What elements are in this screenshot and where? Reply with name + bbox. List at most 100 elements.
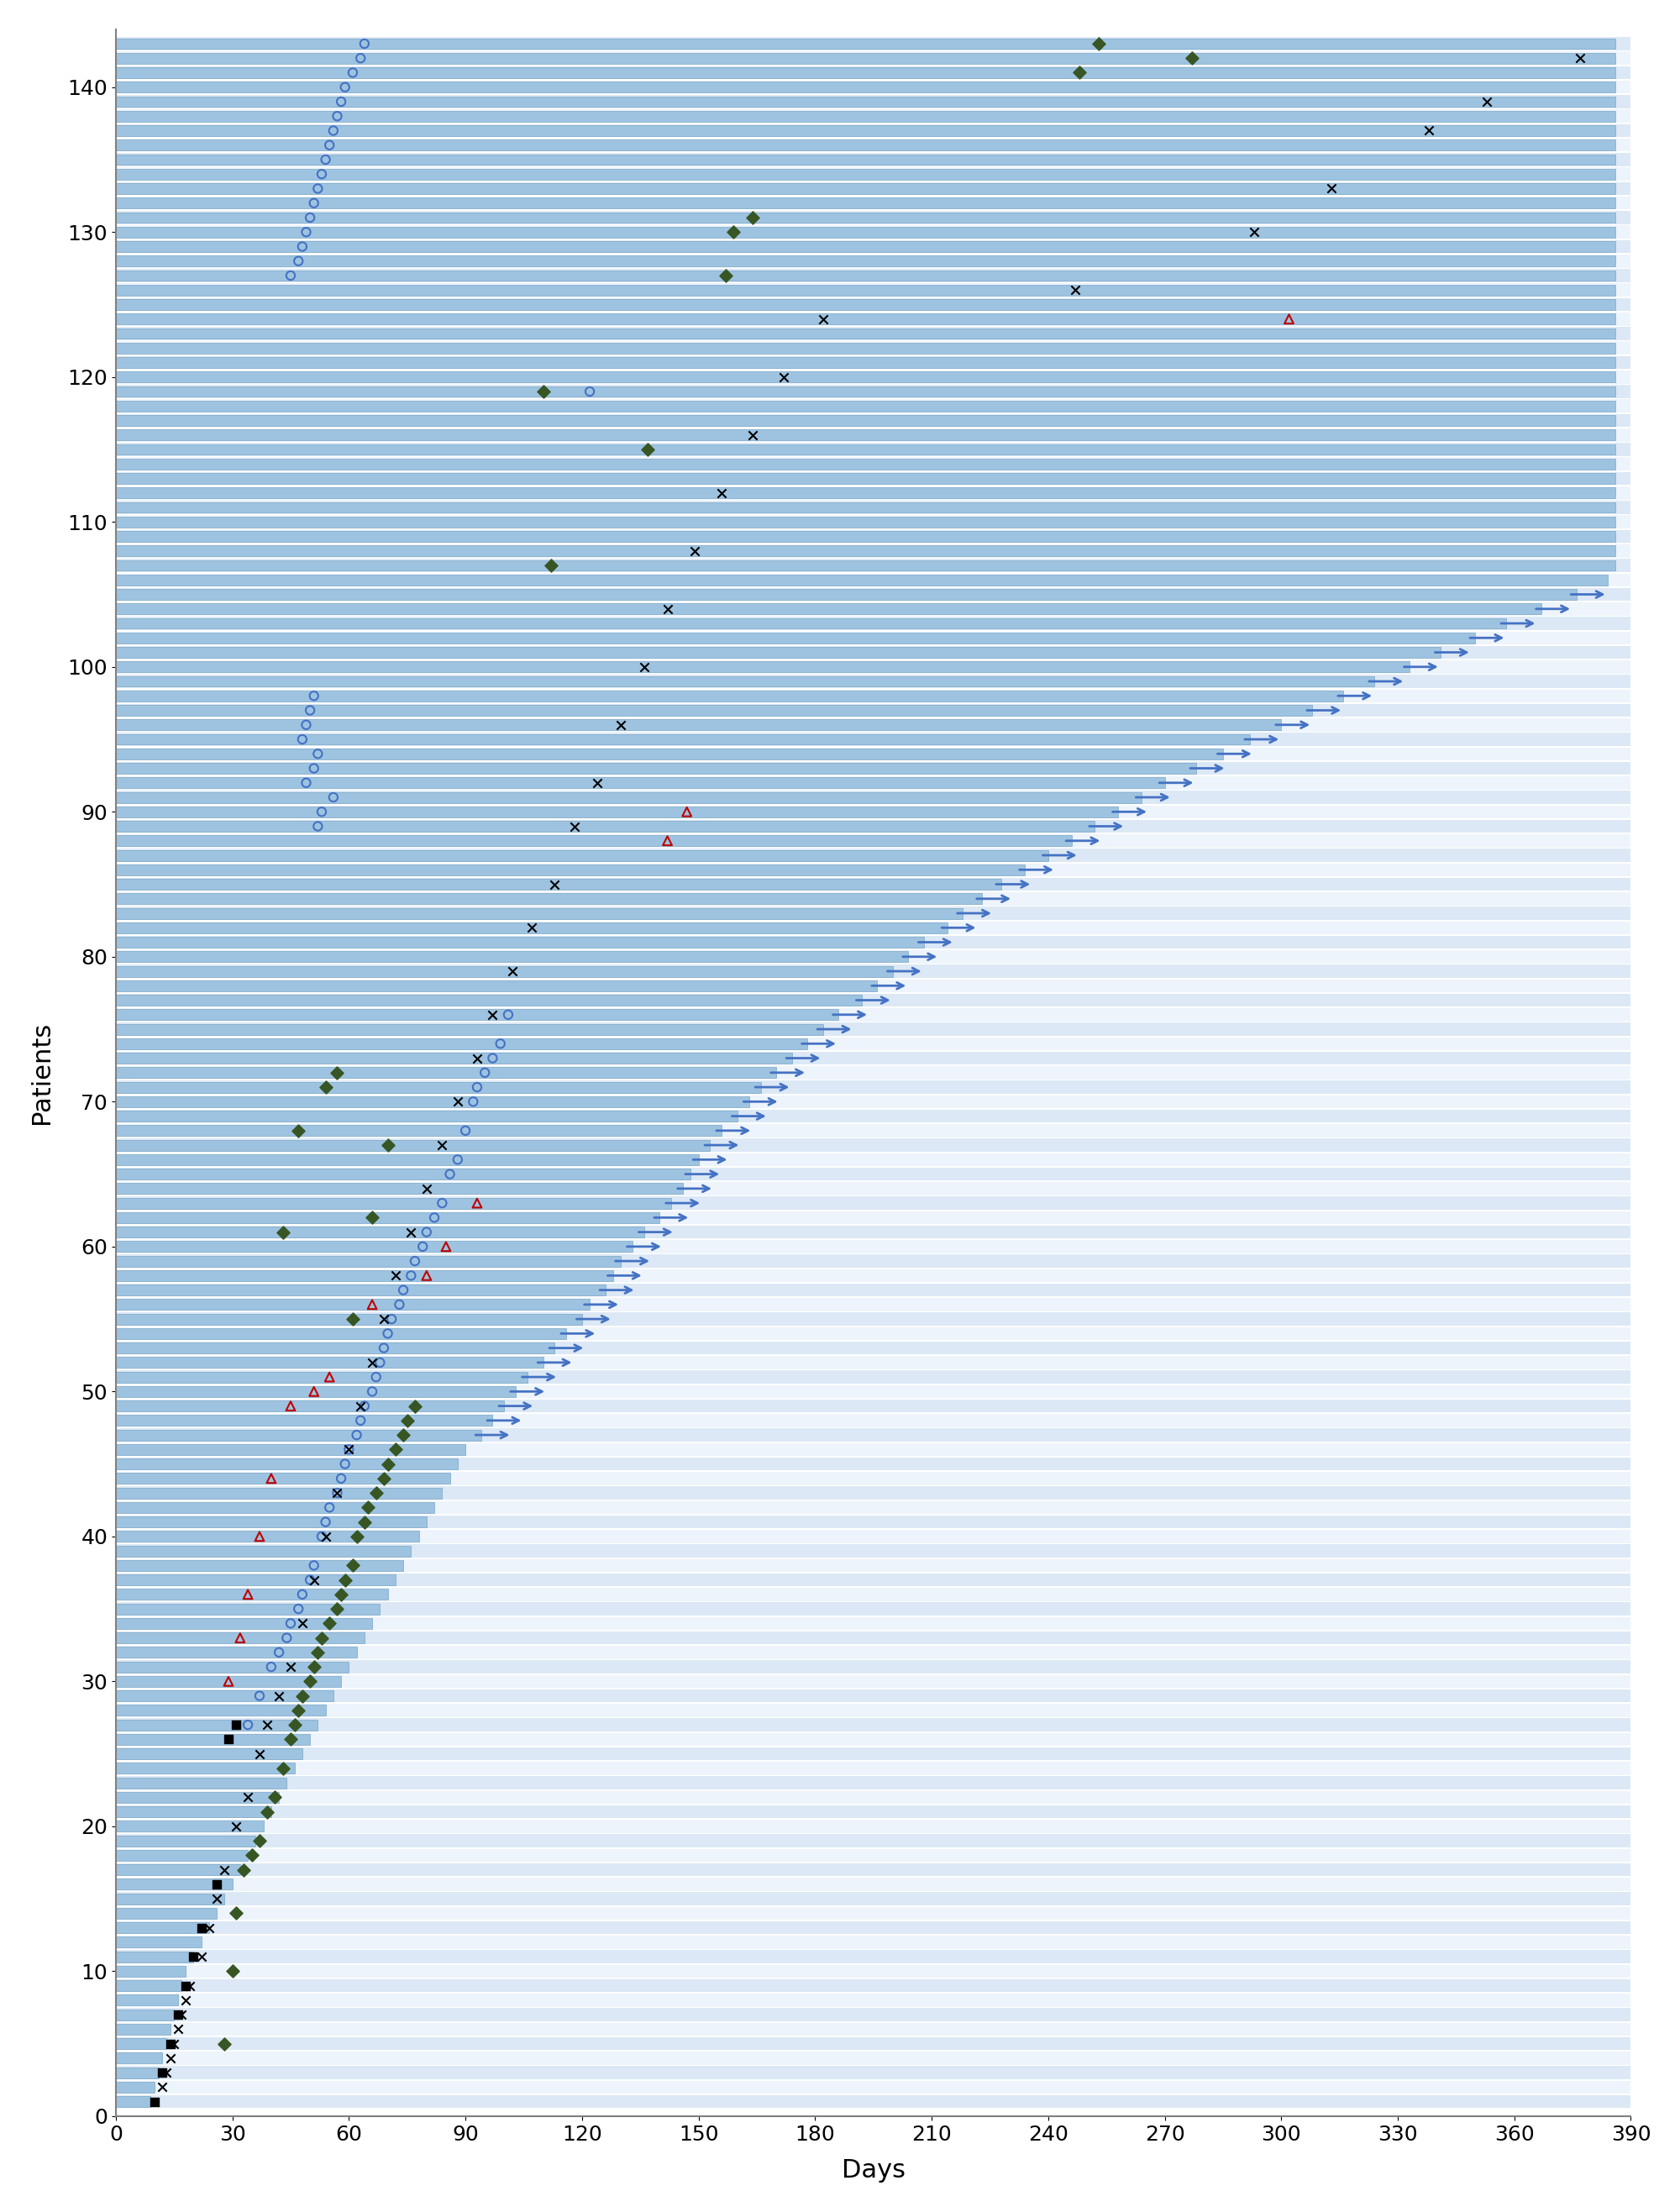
Point (180, 1940, 207, 1975)
Bar (116, 951, 1631, 962)
Bar (116, 1429, 480, 1440)
Point (168, 1997, 195, 2033)
Point (1473, 84, 1500, 119)
Bar (116, 1690, 333, 1701)
Point (771, 358, 798, 394)
Point (464, 1068, 491, 1104)
Bar (116, 993, 1631, 1006)
Bar (116, 734, 1250, 745)
Point (464, 1040, 491, 1075)
Point (215, 1721, 242, 1756)
Bar (116, 1168, 690, 1179)
Point (494, 998, 521, 1033)
Point (324, 97, 351, 133)
Point (324, 1590, 351, 1626)
Bar (116, 1473, 450, 1484)
Point (312, 142, 339, 177)
Bar (116, 1604, 380, 1615)
Bar (116, 1575, 395, 1586)
Point (239, 1838, 265, 1874)
Bar (116, 414, 1631, 427)
Point (398, 1259, 425, 1294)
Point (331, 69, 358, 104)
Point (1415, 113, 1441, 148)
Point (304, 810, 331, 845)
Point (281, 1708, 307, 1743)
Point (235, 1708, 262, 1743)
Point (810, 301, 837, 336)
Point (297, 692, 324, 728)
Point (312, 1504, 339, 1540)
Bar (116, 1719, 1631, 1732)
Bar (116, 471, 1631, 484)
Bar (116, 95, 1631, 108)
Bar (116, 894, 983, 905)
Bar (116, 1110, 1631, 1124)
Point (351, 27, 378, 62)
Bar (116, 2095, 1631, 2108)
Point (712, 259, 739, 294)
Point (215, 1663, 242, 1699)
Bar (116, 257, 1614, 265)
Bar (116, 1951, 1631, 1964)
Bar (116, 1444, 465, 1455)
Point (141, 2084, 168, 2119)
Point (324, 1475, 351, 1511)
Point (286, 1113, 312, 1148)
Point (257, 1650, 284, 1686)
Point (422, 1199, 449, 1234)
Point (316, 1360, 343, 1396)
Bar (116, 1993, 1631, 2006)
Point (413, 1170, 440, 1206)
Bar (116, 515, 1614, 526)
Bar (116, 429, 1614, 440)
Bar (116, 821, 1631, 832)
Point (517, 909, 544, 945)
Point (585, 765, 612, 801)
Bar (116, 153, 1631, 166)
Point (301, 1374, 328, 1409)
Point (156, 2039, 183, 2075)
Bar (116, 878, 1631, 891)
Bar (116, 763, 1196, 774)
Bar (116, 1573, 1631, 1586)
Bar (116, 1210, 1631, 1223)
Bar (116, 181, 1631, 195)
Point (286, 1590, 312, 1626)
Bar (116, 1009, 1631, 1022)
Bar (116, 1413, 1631, 1427)
Bar (116, 1515, 1631, 1528)
Bar (116, 748, 1631, 761)
Bar (116, 821, 1095, 832)
Point (161, 2026, 188, 2062)
Bar (116, 1776, 1631, 1790)
Point (472, 1055, 499, 1091)
Bar (116, 139, 1614, 150)
Bar (116, 560, 1631, 573)
Bar (116, 1661, 349, 1672)
Bar (116, 1747, 1631, 1761)
Bar (116, 1705, 326, 1717)
Bar (116, 473, 1614, 484)
Bar (116, 1051, 1631, 1064)
Bar (116, 604, 1542, 615)
Bar (116, 661, 1631, 672)
Bar (116, 356, 1631, 369)
Bar (116, 630, 1631, 644)
Point (292, 215, 319, 250)
Bar (116, 922, 948, 933)
Bar (116, 387, 1614, 396)
Point (1065, 55, 1092, 91)
Point (195, 1909, 222, 1944)
Bar (116, 1632, 1631, 1644)
Point (286, 1692, 312, 1728)
Bar (116, 1922, 208, 1933)
Point (212, 1851, 239, 1887)
Bar (116, 836, 1072, 847)
Point (319, 113, 346, 148)
Point (654, 591, 680, 626)
Bar (116, 1343, 554, 1354)
Point (292, 765, 319, 801)
Bar (116, 124, 1631, 137)
Point (269, 1214, 296, 1250)
